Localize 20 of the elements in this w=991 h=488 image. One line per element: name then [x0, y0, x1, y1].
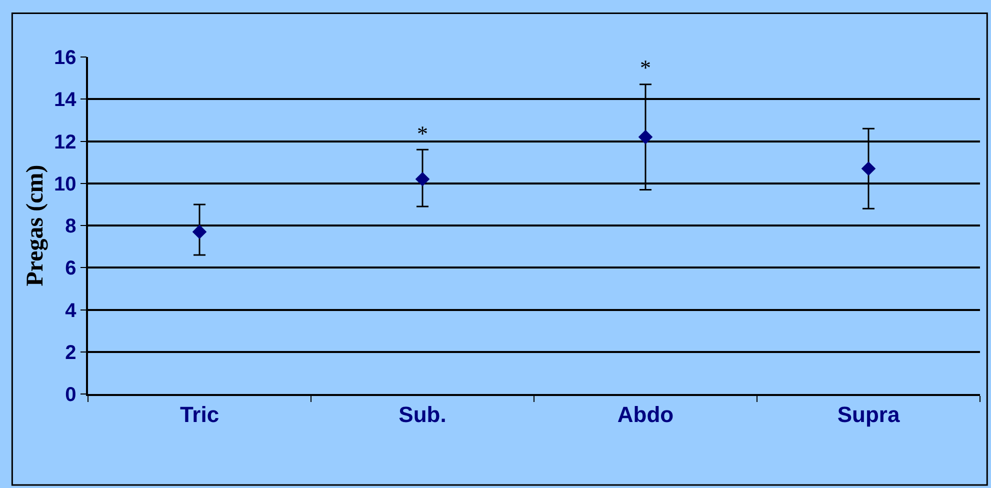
y-tick-label: 0 [65, 384, 76, 406]
x-tick-label: Supra [837, 402, 900, 428]
y-axis-title: Pregas (cm) [22, 164, 49, 286]
x-tick-label: Tric [180, 402, 220, 428]
y-tick-label: 4 [65, 300, 78, 322]
annotation: * [417, 121, 428, 146]
point [415, 172, 430, 186]
y-tick-label: 8 [65, 216, 76, 238]
y-tick-label: 14 [54, 89, 78, 112]
annotation: * [640, 55, 651, 80]
point [192, 224, 207, 239]
y-tick-label: 6 [65, 258, 76, 280]
y-tick-label: 10 [54, 173, 76, 196]
x-tick-label: Abdo [617, 402, 674, 428]
point [638, 130, 653, 144]
y-tick-label: 12 [54, 131, 76, 154]
x-tick-label: Sub. [398, 402, 446, 428]
point [861, 161, 876, 176]
y-tick-label: 16 [54, 47, 76, 69]
y-tick-label: 2 [65, 342, 76, 364]
